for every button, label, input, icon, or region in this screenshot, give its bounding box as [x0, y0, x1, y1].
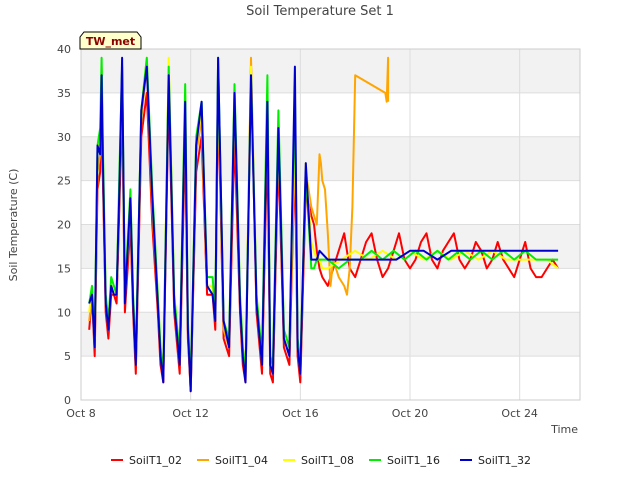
y-tick-label: 10 — [57, 306, 71, 319]
x-tick-label: Oct 12 — [172, 407, 209, 420]
plot-border — [80, 48, 581, 401]
x-axis-title: Time — [550, 423, 578, 436]
y-tick-label: 25 — [57, 175, 71, 188]
series-lines — [88, 56, 559, 393]
y-axis-ticks: 0 5 10 15 20 25 30 35 40 — [57, 43, 71, 407]
y-tick-label: 40 — [57, 43, 71, 56]
y-tick-label: 30 — [57, 131, 71, 144]
legend-label: SoilT1_16 — [387, 454, 440, 467]
legend: SoilT1_02 SoilT1_04 SoilT1_08 SoilT1_16 Soil… — [111, 454, 531, 467]
y-axis-title: Soil Temperature (C) — [7, 169, 20, 282]
x-tick-label: Oct 20 — [392, 407, 429, 420]
x-axis-ticks: Oct 8 Oct 12 Oct 16 Oct 20 Oct 24 — [66, 407, 538, 420]
y-tick-label: 0 — [64, 394, 71, 407]
y-tick-label: 20 — [57, 219, 71, 232]
legend-label: SoilT1_04 — [215, 454, 268, 467]
legend-label: SoilT1_08 — [301, 454, 354, 467]
plot-band — [81, 49, 580, 93]
legend-label: SoilT1_02 — [129, 454, 182, 467]
y-tick-label: 5 — [64, 350, 71, 363]
y-tick-label: 15 — [57, 262, 71, 275]
chart-title: Soil Temperature Set 1 — [246, 4, 394, 19]
y-tick-label: 35 — [57, 87, 71, 100]
plot-band — [81, 312, 580, 357]
x-tick-label: Oct 24 — [501, 407, 538, 420]
badge-label: TW_met — [86, 35, 135, 48]
series-line-soilt1-32 — [88, 56, 559, 393]
plot-band — [81, 136, 580, 181]
legend-label: SoilT1_32 — [478, 454, 531, 467]
station-badge: TW_met — [79, 31, 142, 50]
badge-shape — [79, 31, 142, 50]
x-tick-label: Oct 16 — [282, 407, 319, 420]
x-tick-label: Oct 8 — [66, 407, 96, 420]
